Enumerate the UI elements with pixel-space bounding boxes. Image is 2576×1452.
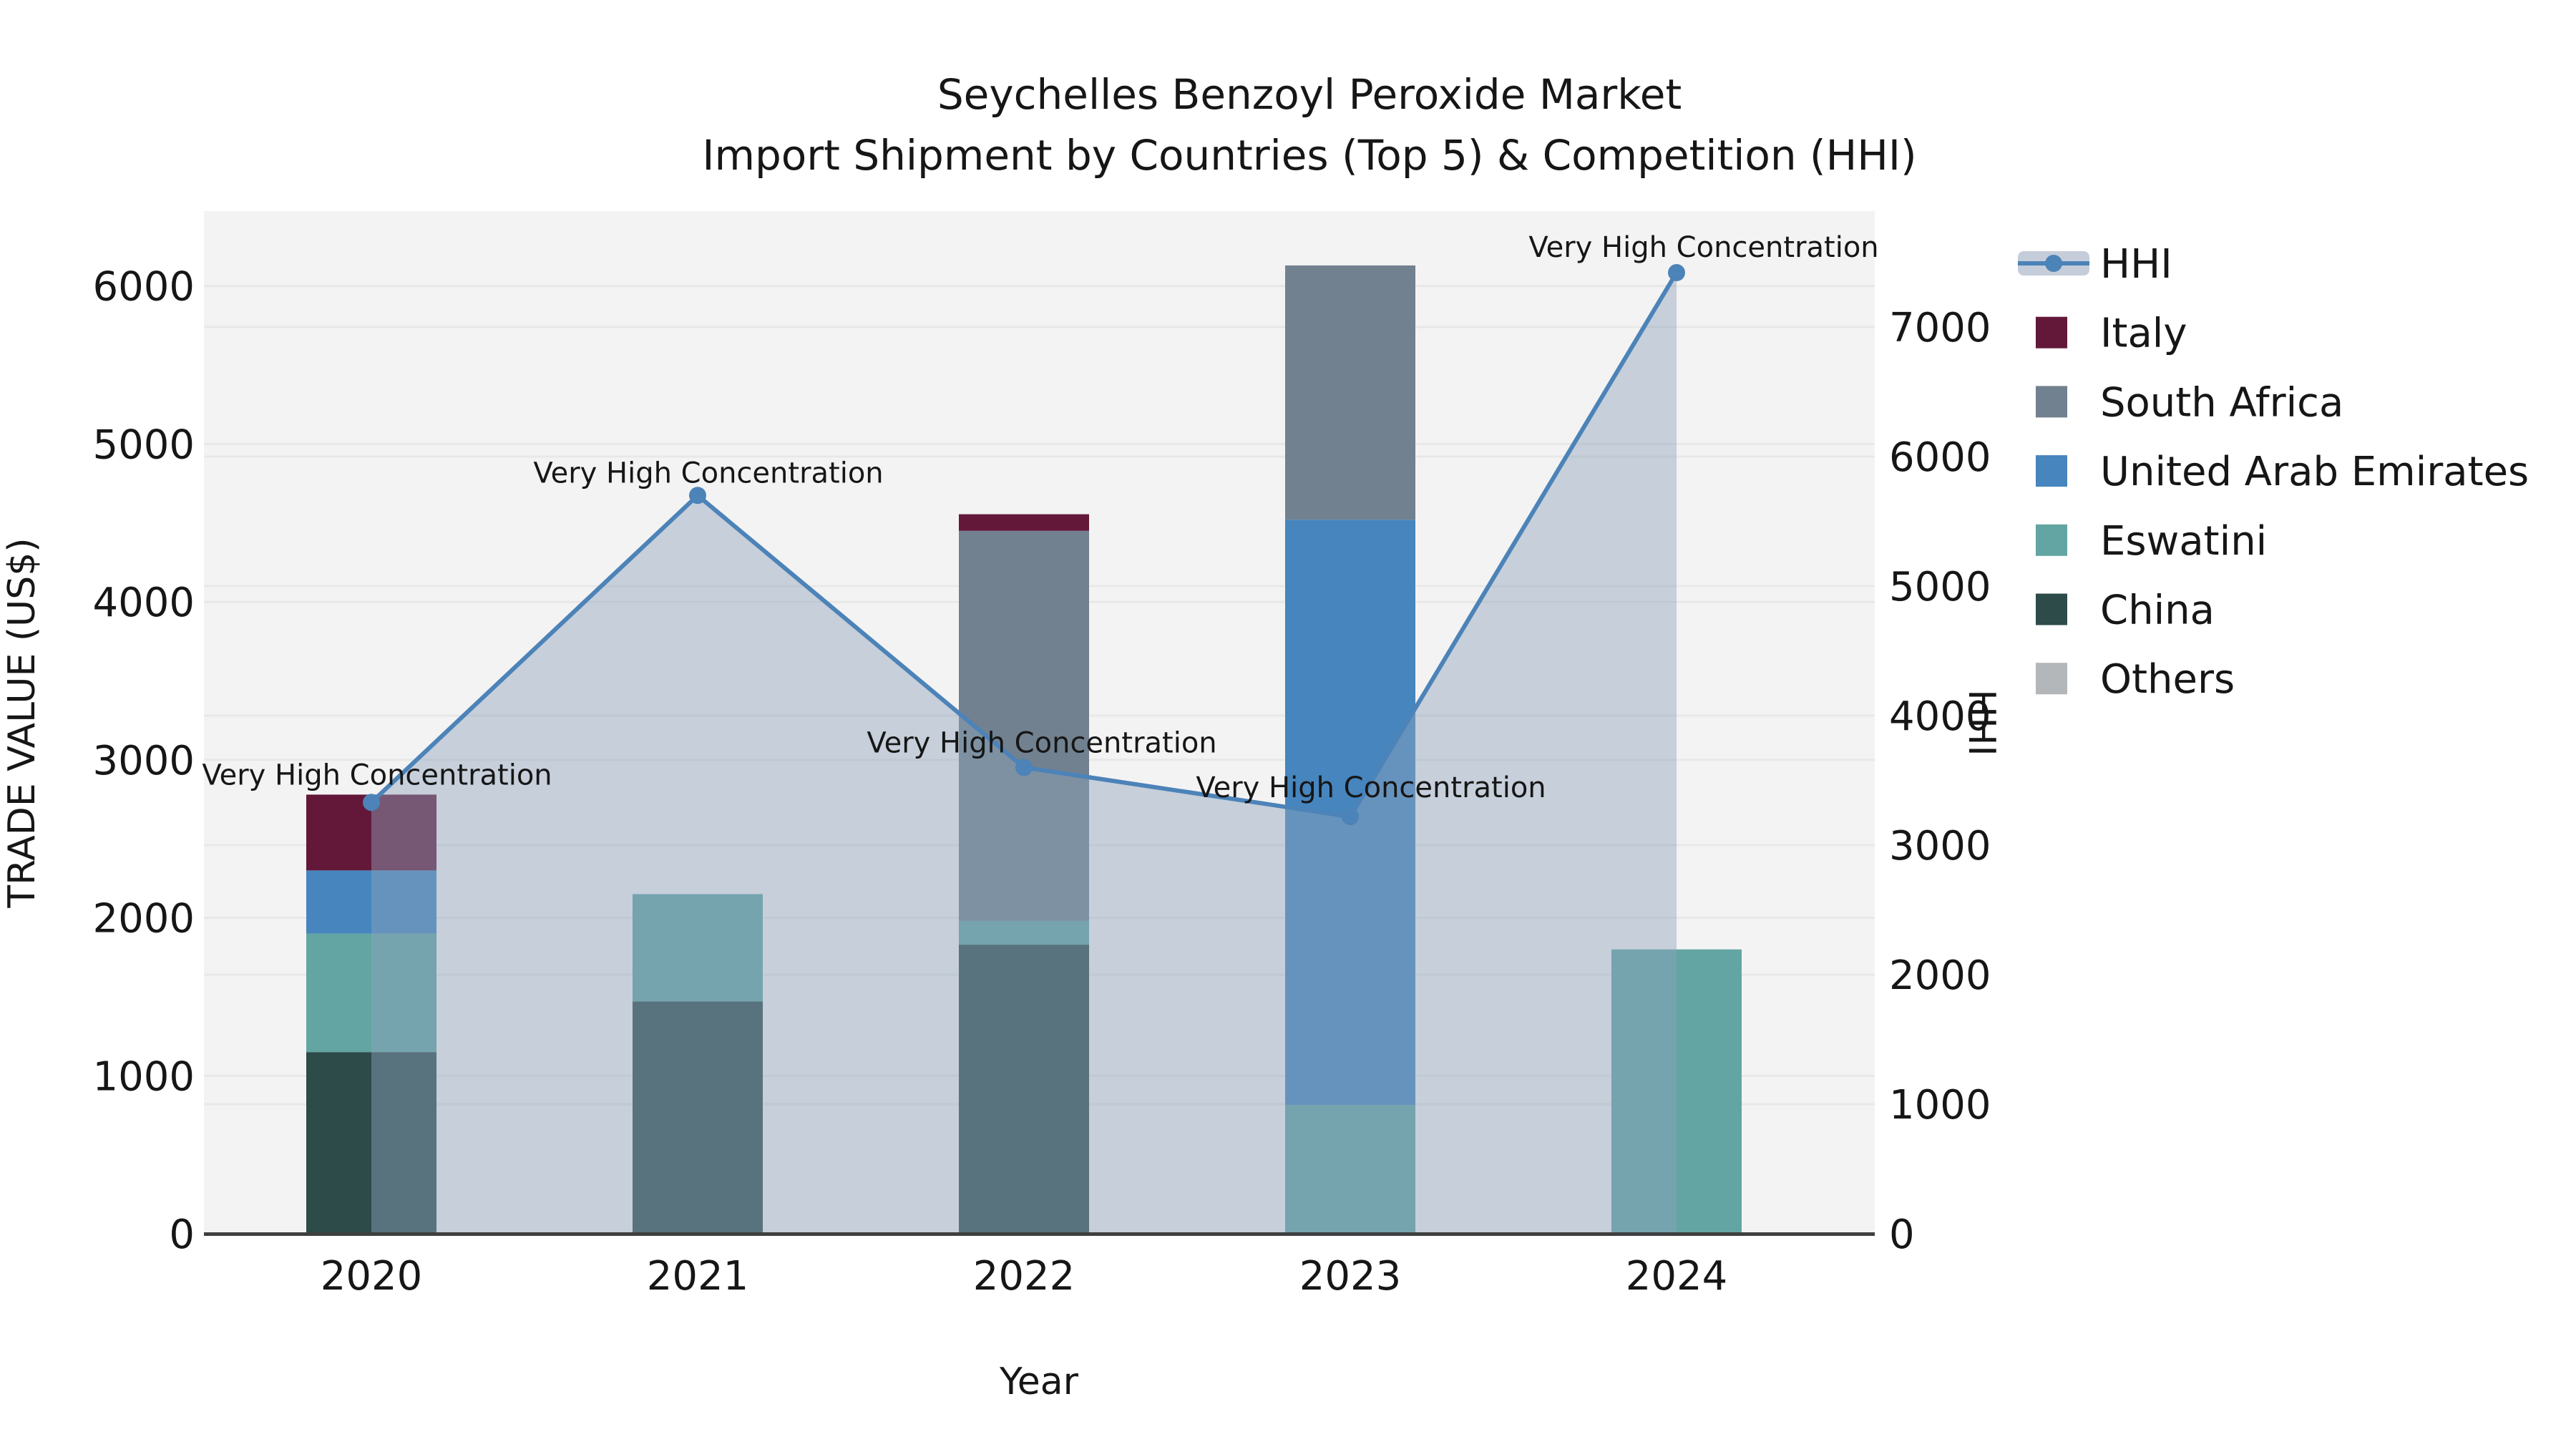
y-left-tick-label: 1000 <box>92 1053 195 1100</box>
y-right-tick-label: 3000 <box>1889 823 1991 869</box>
legend-label: Others <box>2100 656 2235 703</box>
legend: HHI Italy South Africa United Arab Emirates… <box>2018 241 2529 703</box>
bar-segment-eswatini <box>306 933 436 1053</box>
bar-segment-south-africa <box>1285 265 1415 520</box>
legend-swatch-china <box>2036 593 2067 625</box>
hhi-line <box>363 263 1685 826</box>
hhi-marker <box>1015 759 1033 776</box>
hhi-area <box>371 272 1677 1234</box>
y-left-tick-label: 6000 <box>92 264 195 311</box>
y-right-tick-label: 0 <box>1889 1212 1915 1258</box>
y-right-tick-label: 2000 <box>1889 952 1991 999</box>
legend-label: Eswatini <box>2100 518 2267 565</box>
legend-swatch-south-africa <box>2036 386 2067 418</box>
legend-swatch-eswatini <box>2036 524 2067 556</box>
bar-segment-china <box>633 1001 763 1234</box>
hhi-area-fill <box>371 272 1677 1234</box>
y-left-tick-label: 2000 <box>92 896 195 942</box>
x-tick-label: 2023 <box>1299 1253 1402 1300</box>
y-right-tick-label: 6000 <box>1889 434 1991 481</box>
bar-series <box>306 265 1742 1234</box>
bar-segment-south-africa <box>959 530 1089 921</box>
legend-label: HHI <box>2100 241 2172 288</box>
y-left-tick-label: 4000 <box>92 580 195 626</box>
legend-swatch-united-arab-emirates <box>2036 455 2067 487</box>
y-left-tick-label: 3000 <box>92 738 195 784</box>
bar-segment-eswatini <box>959 920 1089 945</box>
x-axis-spine <box>204 1232 1875 1236</box>
bar-segment-italy <box>959 514 1089 531</box>
x-axis-line <box>204 1232 1875 1236</box>
x-axis-label: Year <box>999 1360 1079 1403</box>
y-right-tick-label: 1000 <box>1889 1082 1991 1129</box>
x-tick-label: 2020 <box>321 1253 423 1300</box>
annotations: Very High Concentration Very High Concent… <box>202 231 1878 804</box>
annotation-label: Very High Concentration <box>1528 231 1878 264</box>
x-tick-label: 2024 <box>1626 1253 1728 1300</box>
x-tick-label: 2022 <box>973 1253 1075 1300</box>
x-tick-label: 2021 <box>647 1253 749 1300</box>
hhi-marker <box>689 487 706 505</box>
y-left-axis-label: TRADE VALUE (US$) <box>1 537 44 908</box>
annotation-label: Very High Concentration <box>867 726 1216 759</box>
bar-segment-china <box>306 1052 436 1234</box>
bar-segment-eswatini <box>1285 1105 1415 1234</box>
bar-segment-eswatini <box>1611 949 1742 1234</box>
hhi-marker <box>1668 263 1685 281</box>
annotation-label: Very High Concentration <box>1196 771 1546 804</box>
bar-segment-china <box>959 945 1089 1234</box>
y-right-tick-label: 5000 <box>1889 564 1991 610</box>
legend-swatch-italy <box>2036 316 2067 349</box>
y-right-tick-label: 4000 <box>1889 693 1991 740</box>
hhi-marker <box>1342 808 1359 826</box>
hhi-marker <box>363 794 380 812</box>
bar-segment-united-arab-emirates <box>306 870 436 934</box>
legend-swatch-others <box>2036 663 2067 695</box>
legend-label: China <box>2100 588 2215 634</box>
legend-hhi-marker <box>2045 255 2062 272</box>
chart-title-line2: Import Shipment by Countries (Top 5) & C… <box>702 131 1916 180</box>
legend-label: United Arab Emirates <box>2100 449 2529 495</box>
y-right-tick-label: 7000 <box>1889 305 1991 351</box>
annotation-label: Very High Concentration <box>533 457 883 489</box>
bar-segment-eswatini <box>633 894 763 1002</box>
tick-labels: 0 1000 2000 3000 4000 5000 6000 0 1000 2000 3000 40… <box>92 264 1991 1300</box>
annotation-label: Very High Concentration <box>202 759 552 791</box>
y-left-tick-label: 0 <box>169 1212 195 1258</box>
chart-title-line1: Seychelles Benzoyl Peroxide Market <box>937 70 1682 119</box>
legend-label: Italy <box>2100 311 2187 357</box>
y-right-axis-label: HHI <box>1960 689 2003 756</box>
legend-label: South Africa <box>2100 379 2343 426</box>
y-left-tick-label: 5000 <box>92 422 195 468</box>
